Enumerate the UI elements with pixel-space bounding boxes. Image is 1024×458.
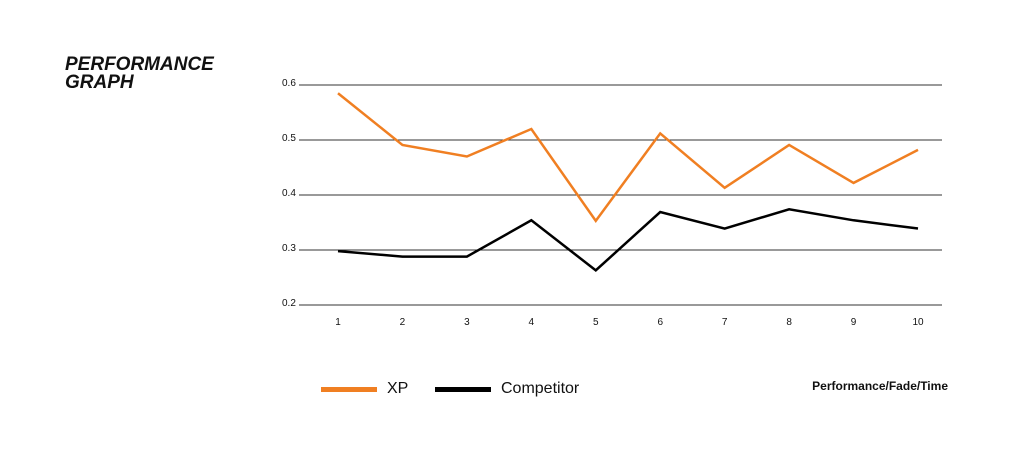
y-tick-label: 0.2 [282,298,296,309]
legend-label-competitor: Competitor [501,380,580,397]
y-tick-label: 0.6 [282,78,296,89]
legend-label-xp: XP [387,380,409,397]
legend-swatch-xp [321,386,377,392]
y-tick-label: 0.3 [282,243,296,254]
x-tick-label: 6 [657,317,663,328]
x-tick-label: 7 [722,317,728,328]
legend-item-xp: XP [321,380,408,398]
y-tick-label: 0.5 [282,133,296,144]
legend-item-competitor: Competitor [435,380,579,398]
x-tick-label: 9 [851,317,857,328]
x-tick-label: 8 [786,317,792,328]
x-axis-label: Performance/Fade/Time [812,379,948,393]
x-tick-label: 4 [529,317,535,328]
legend-swatch-competitor [435,386,491,392]
y-tick-label: 0.4 [282,188,296,199]
x-tick-label: 10 [912,317,924,328]
x-tick-label: 2 [400,317,406,328]
x-tick-label: 3 [464,317,470,328]
series-line-competitor [337,208,919,272]
title-line-1: PERFORMANCE [65,54,214,75]
title-line-2: GRAPH [65,72,134,93]
chart-title: PERFORMANCE GRAPH [65,54,235,93]
x-tick-label: 5 [593,317,599,328]
series-line-xp [337,92,919,223]
x-tick-label: 1 [335,317,341,328]
